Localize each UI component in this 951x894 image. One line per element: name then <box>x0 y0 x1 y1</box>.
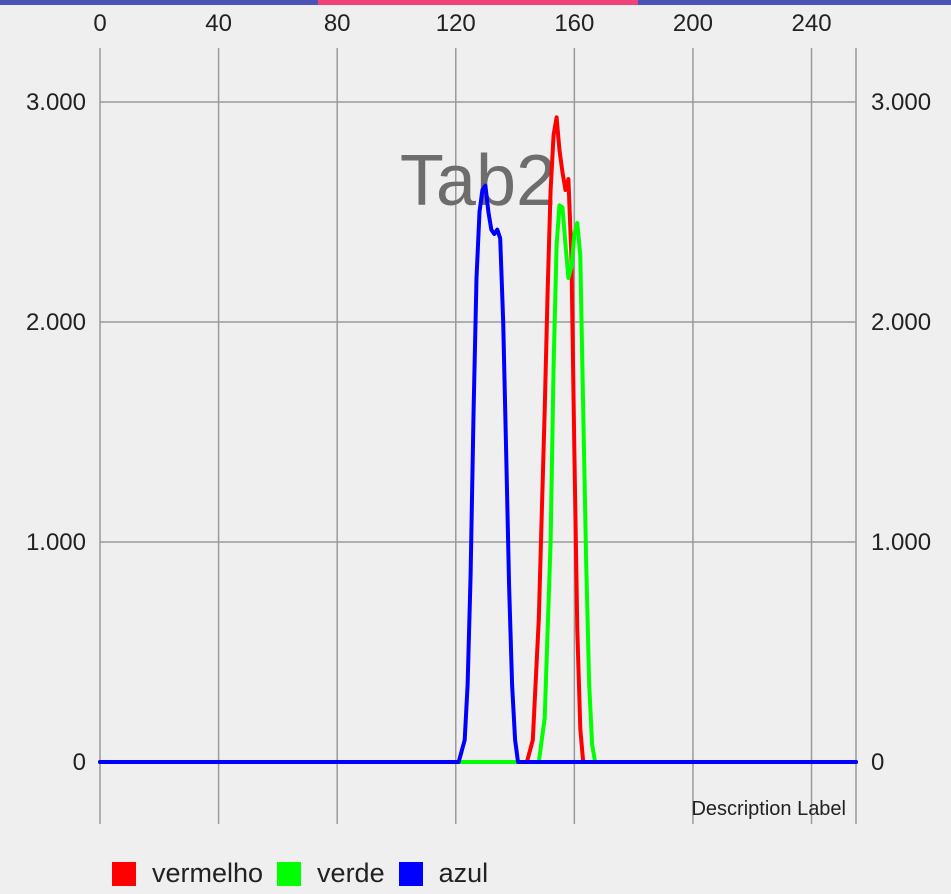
series-line-azul <box>98 183 858 764</box>
legend-label-vermelho: vermelho <box>152 858 264 888</box>
legend-item-azul: azul <box>398 858 489 889</box>
series-line-vermelho <box>98 115 858 764</box>
legend-label-azul: azul <box>438 858 489 888</box>
legend-swatch-azul <box>398 861 423 886</box>
x-tick-label-80: 80 <box>324 10 351 37</box>
y-left-tick-label-1000: 1.000 <box>26 529 86 556</box>
legend-item-vermelho: vermelho <box>112 858 263 889</box>
tab-bar <box>0 0 951 5</box>
y-right-tick-label-2000: 2.000 <box>871 309 931 336</box>
x-tick-label-0: 0 <box>93 10 106 37</box>
x-tick-label-120: 120 <box>436 10 476 37</box>
y-right-tick-label-3000: 3.000 <box>871 89 931 116</box>
tab-indicator-1[interactable] <box>0 0 318 5</box>
y-left-tick-label-3000: 3.000 <box>26 89 86 116</box>
y-right-tick-label-1000: 1.000 <box>871 529 931 556</box>
chart-tick-labels: 0 40 80 120 160 200 240 0 1.000 2.000 3.000 0 1.000 2… <box>26 10 931 776</box>
description-label: Description Label <box>691 798 846 820</box>
legend-swatch-vermelho <box>112 861 136 886</box>
legend-label-verde: verde <box>317 858 385 888</box>
x-tick-label-160: 160 <box>554 10 594 37</box>
chart-series-layer <box>98 115 858 764</box>
x-tick-label-240: 240 <box>792 10 832 37</box>
y-right-tick-label-0: 0 <box>871 749 884 776</box>
y-left-tick-label-2000: 2.000 <box>26 309 86 336</box>
tab-indicator-2[interactable] <box>318 0 638 5</box>
chart-title: Tab2 <box>400 141 556 221</box>
tab-indicator-3[interactable] <box>638 0 951 5</box>
chart-legend: vermelho verde azul <box>112 858 502 889</box>
legend-swatch-verde <box>277 861 302 886</box>
legend-item-verde: verde <box>277 858 385 889</box>
series-line-verde <box>98 203 858 764</box>
x-tick-label-40: 40 <box>205 10 232 37</box>
x-tick-label-200: 200 <box>673 10 713 37</box>
y-left-tick-label-0: 0 <box>73 749 86 776</box>
